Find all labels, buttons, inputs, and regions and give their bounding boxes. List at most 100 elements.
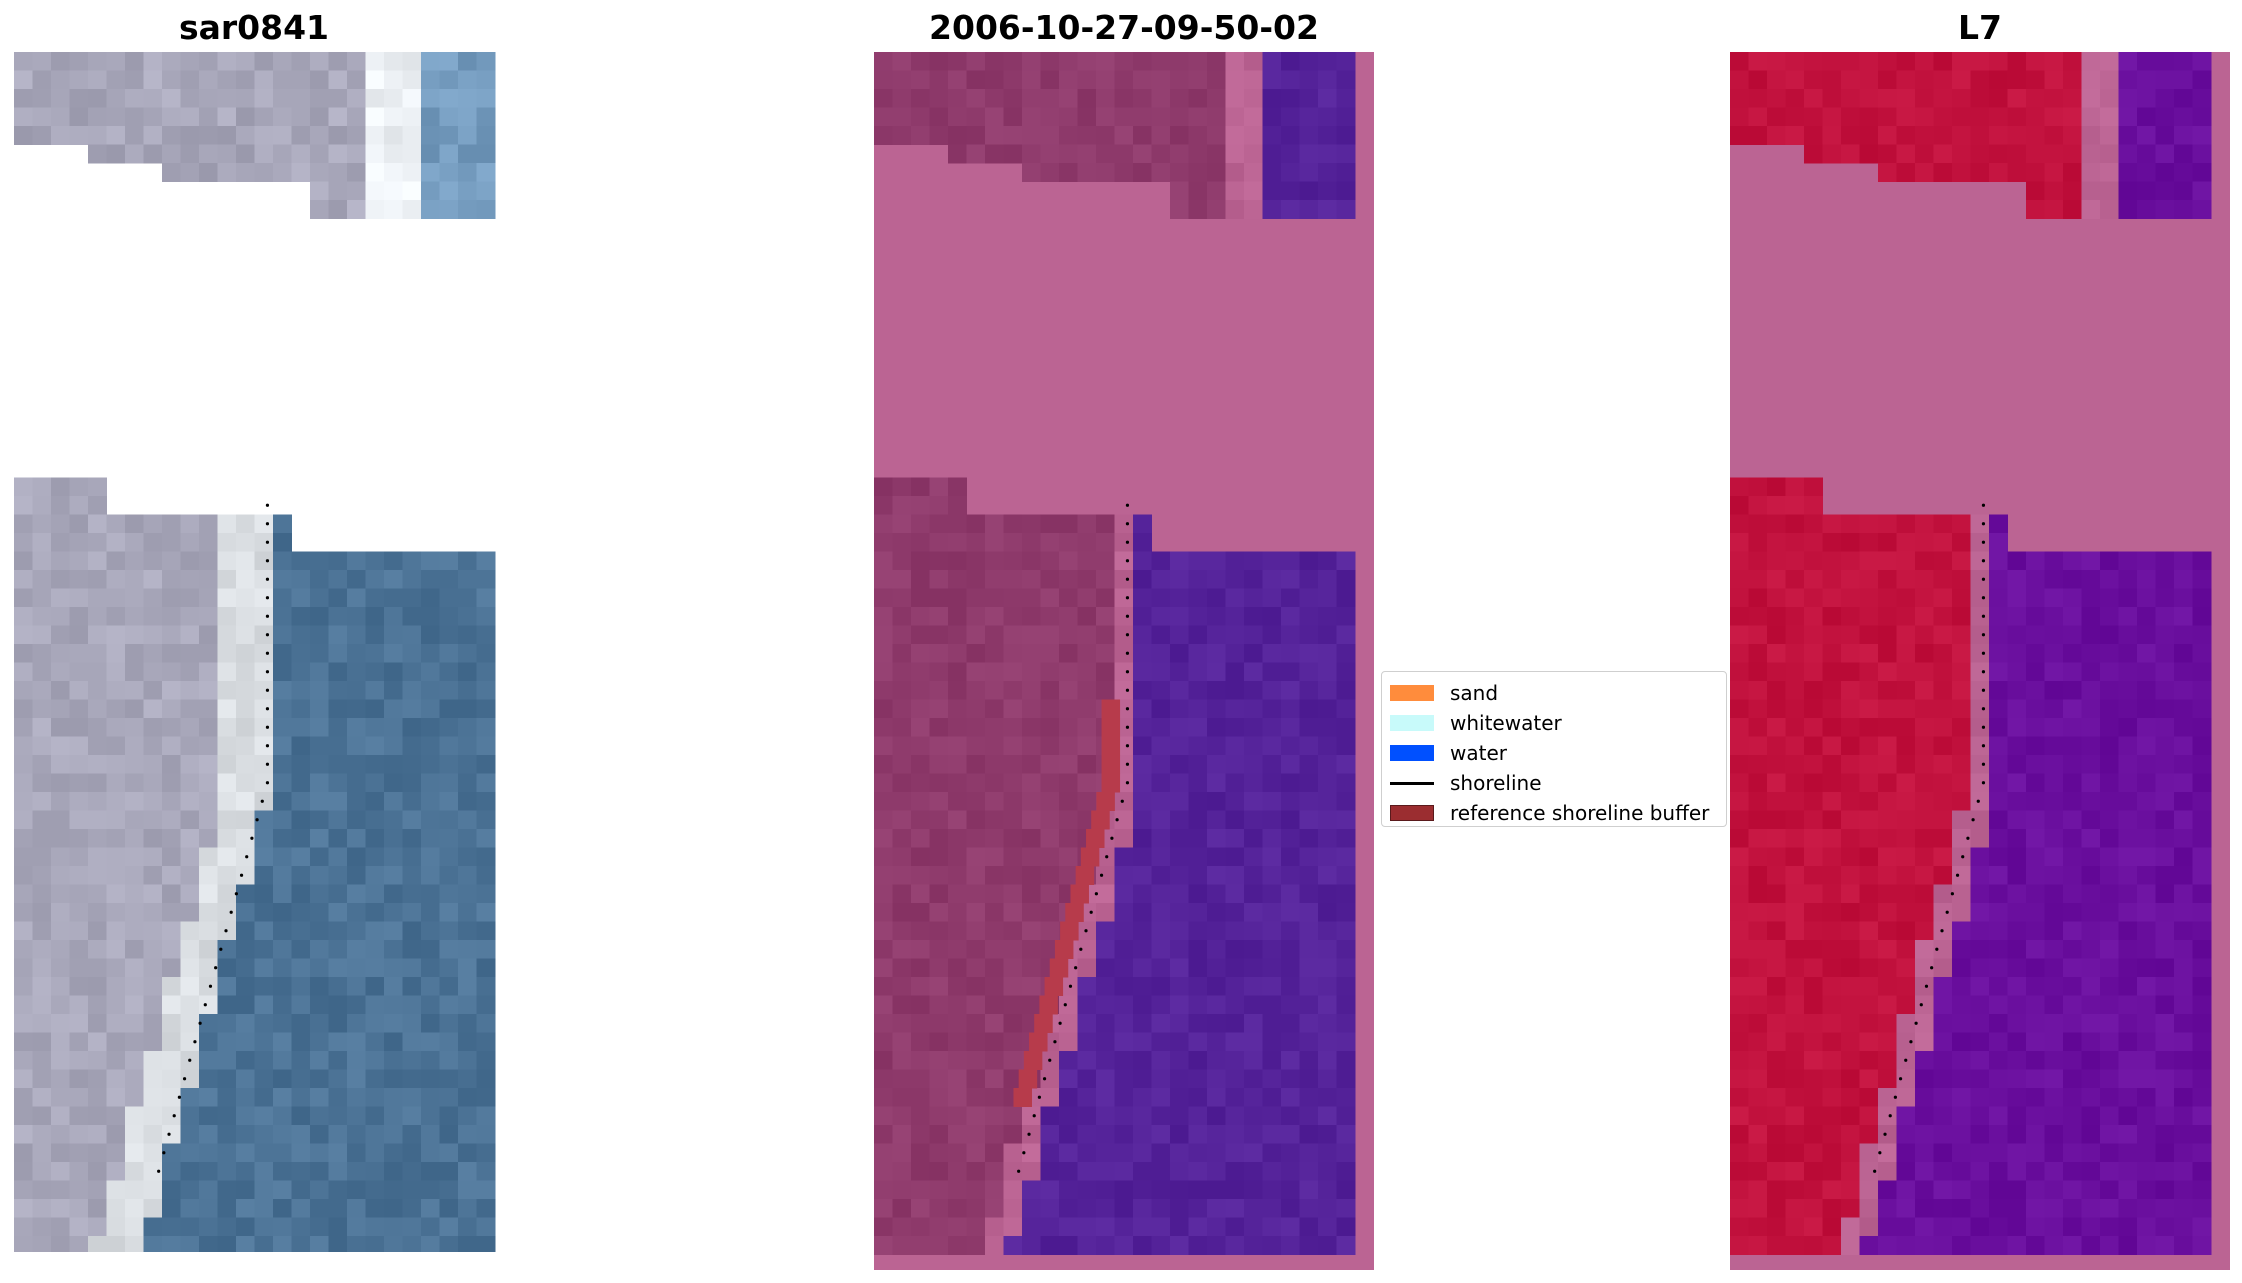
rgb-pixel [458,829,477,848]
class-pixel [1281,718,1300,737]
class-pixel [1059,607,1078,626]
rgb-pixel [402,699,422,719]
class-pixel [1878,662,1897,682]
rgb-pixel [88,699,107,719]
class-pixel [1841,718,1860,737]
rgb-pixel [69,1069,89,1089]
class-pixel [2007,163,2027,182]
class-pixel [1281,1162,1300,1181]
rgb-pixel [162,903,181,922]
class-pixel [1896,1199,1916,1218]
class-pixel [1318,1032,1337,1052]
class-pixel [1804,551,1823,571]
rgb-pixel [162,70,181,90]
class-pixel [1207,977,1226,996]
class-pixel [874,736,893,756]
class-pixel [1299,773,1319,793]
rgb-pixel [217,847,237,867]
class-pixel [1059,644,1078,663]
class-pixel [1804,940,1823,959]
class-pixel [1896,1069,1916,1089]
class-pixel [966,699,986,719]
class-pixel [1970,736,1990,756]
class-pixel [911,514,930,534]
class-pixel [1225,1014,1245,1033]
class-pixel [1022,533,1041,552]
class-pixel [1225,681,1245,700]
class-pixel [966,995,986,1015]
class-pixel [1841,1106,1860,1126]
rgb-pixel [51,995,70,1015]
rgb-pixel [421,940,440,959]
rgb-pixel [217,107,237,127]
rgb-pixel [365,977,385,996]
class-pixel [1822,884,1842,904]
rgb-pixel [347,551,366,571]
rgb-pixel [88,1143,107,1163]
rgb-pixel [421,607,440,626]
rgb-pixel [273,977,292,996]
class-pixel [1022,107,1041,127]
rgb-pixel [51,1236,70,1252]
class-pixel [1859,773,1879,793]
rgb-pixel [347,866,366,885]
class-pixel [985,644,1004,663]
class-pixel [1059,1106,1078,1126]
class-pixel [1114,1125,1134,1144]
class-pixel [1096,866,1115,885]
class-pixel [1748,1199,1768,1218]
rgb-pixel [402,588,422,608]
rgb-pixel [180,644,200,663]
class-pixel [1878,681,1897,700]
class-pixel [1022,514,1041,534]
class-pixel [1059,625,1078,645]
rgb-pixel [273,570,292,589]
class-pixel [1841,1069,1860,1089]
rgb-pixel [310,644,329,663]
class-pixel [1040,847,1060,867]
class-pixel [1244,866,1263,885]
class-pixel [1281,126,1300,145]
rgb-pixel [106,1032,126,1052]
class-pixel [1040,1143,1060,1163]
class-pixel [1933,89,1953,108]
class-pixel [1225,921,1245,941]
class-pixel [2044,755,2064,774]
rgb-pixel [365,126,385,145]
class-pixel [1748,477,1768,497]
rgb-pixel [347,699,366,719]
rgb-pixel [51,1032,70,1052]
rgb-pixel [273,1125,292,1144]
rgb-pixel [88,551,107,571]
class-pixel [1151,644,1171,663]
class-pixel [1188,921,1208,941]
class-pixel [1151,681,1171,700]
class-pixel [2007,1069,2027,1089]
class-pixel [1170,977,1189,996]
class-pixel [1299,1014,1319,1033]
class-pixel [1915,644,1934,663]
class-pixel [1244,1014,1263,1033]
rgb-pixel [328,1069,348,1089]
class-pixel [1822,514,1842,534]
rgb-pixel [125,662,144,682]
class-pixel [1040,1236,1060,1255]
shoreline-point [1981,781,1986,785]
class-pixel [1244,921,1263,941]
class-pixel [1318,70,1337,90]
class-pixel [1748,847,1768,867]
rgb-pixel [236,681,255,700]
class-pixel [1730,607,1749,626]
class-pixel [2118,1106,2138,1126]
class-pixel [1859,736,1879,756]
class-pixel [1841,736,1860,756]
class-pixel [2044,1088,2064,1107]
rgb-pixel [217,681,237,700]
shoreline-point [265,651,270,655]
class-pixel [1804,995,1823,1015]
class-pixel [1767,514,1786,534]
rgb-pixel [291,736,311,756]
rgb-pixel [347,144,366,164]
class-pixel [948,662,967,682]
rgb-pixel [347,1199,366,1218]
